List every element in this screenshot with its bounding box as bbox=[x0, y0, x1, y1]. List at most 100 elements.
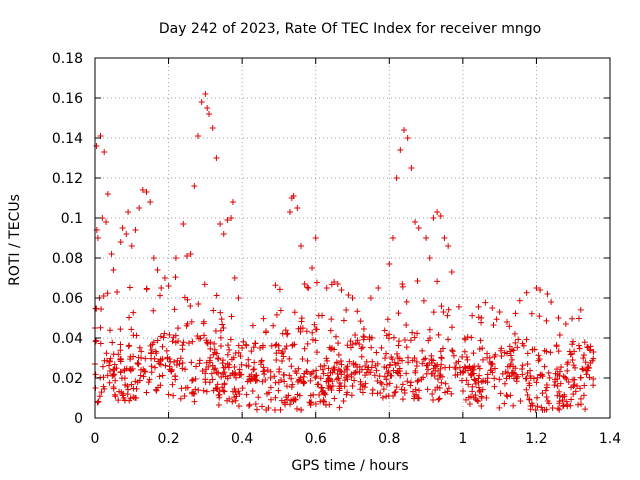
data-point bbox=[325, 365, 332, 372]
data-point bbox=[359, 389, 366, 396]
data-point bbox=[239, 345, 246, 352]
data-point bbox=[288, 363, 295, 370]
data-point bbox=[397, 372, 404, 379]
data-point bbox=[386, 335, 393, 342]
data-point bbox=[323, 355, 330, 362]
data-point bbox=[265, 389, 272, 396]
data-point bbox=[276, 368, 283, 375]
data-point bbox=[136, 377, 143, 384]
data-point bbox=[290, 193, 297, 199]
data-point bbox=[398, 386, 405, 393]
data-point bbox=[150, 339, 157, 346]
data-point bbox=[294, 391, 301, 398]
data-point bbox=[111, 361, 118, 368]
data-point bbox=[312, 337, 319, 344]
data-point bbox=[511, 330, 518, 337]
data-point bbox=[215, 355, 222, 362]
data-point bbox=[272, 342, 279, 349]
data-point bbox=[407, 337, 414, 344]
data-point bbox=[217, 334, 224, 341]
data-point bbox=[324, 372, 331, 379]
data-point bbox=[328, 316, 335, 323]
data-point bbox=[435, 331, 442, 338]
data-point bbox=[533, 285, 540, 291]
data-point bbox=[245, 356, 252, 363]
data-point bbox=[423, 362, 430, 369]
data-point bbox=[545, 369, 552, 376]
data-point bbox=[452, 372, 459, 379]
data-point bbox=[489, 305, 496, 311]
data-point bbox=[535, 352, 542, 359]
data-point bbox=[159, 343, 166, 350]
data-point bbox=[570, 391, 577, 398]
data-point bbox=[310, 391, 317, 398]
x-tick-labels: 0 0.2 0.4 0.6 0.8 1 1.2 1.4 bbox=[91, 431, 622, 447]
data-point bbox=[157, 333, 164, 340]
data-point bbox=[207, 345, 214, 352]
data-point bbox=[476, 372, 483, 379]
data-point bbox=[211, 340, 218, 347]
data-point bbox=[477, 337, 484, 344]
data-point bbox=[193, 363, 200, 370]
data-point bbox=[229, 199, 236, 205]
data-point bbox=[484, 371, 491, 378]
data-point bbox=[202, 91, 209, 97]
data-point bbox=[412, 219, 419, 225]
data-point bbox=[345, 291, 352, 298]
data-point bbox=[233, 374, 240, 381]
data-point bbox=[101, 149, 108, 155]
data-point bbox=[491, 365, 498, 372]
data-point bbox=[460, 388, 467, 395]
data-point bbox=[431, 372, 438, 379]
data-point bbox=[298, 407, 305, 413]
data-point bbox=[213, 155, 220, 161]
data-point bbox=[132, 227, 139, 233]
data-point bbox=[543, 394, 550, 401]
data-point bbox=[157, 382, 164, 389]
x-tick-label: 0.4 bbox=[231, 431, 253, 447]
data-point bbox=[326, 376, 333, 383]
data-point bbox=[401, 127, 407, 133]
data-point bbox=[235, 388, 242, 395]
data-point bbox=[286, 355, 293, 362]
data-point bbox=[259, 342, 266, 349]
data-point bbox=[497, 347, 504, 354]
data-point bbox=[378, 344, 385, 351]
data-point bbox=[207, 339, 214, 346]
data-point bbox=[384, 370, 391, 377]
data-point bbox=[498, 353, 505, 360]
data-point bbox=[148, 349, 155, 356]
data-point bbox=[516, 297, 523, 304]
data-point bbox=[570, 383, 577, 390]
data-point bbox=[507, 352, 514, 359]
data-point bbox=[411, 355, 418, 362]
data-point bbox=[336, 367, 343, 374]
data-point bbox=[357, 318, 364, 325]
data-point bbox=[464, 356, 471, 363]
data-point bbox=[253, 406, 260, 413]
data-point bbox=[226, 346, 233, 353]
data-point bbox=[313, 326, 320, 333]
y-tick-label: 0.04 bbox=[52, 331, 83, 347]
data-point bbox=[554, 392, 561, 399]
data-point bbox=[110, 371, 117, 378]
data-point bbox=[496, 376, 503, 383]
data-point bbox=[429, 391, 436, 398]
data-point bbox=[585, 364, 592, 371]
data-point bbox=[203, 366, 210, 373]
data-point bbox=[469, 312, 476, 319]
data-point bbox=[547, 349, 554, 356]
data-point bbox=[157, 356, 164, 363]
data-point bbox=[128, 381, 135, 388]
data-point bbox=[126, 342, 133, 349]
data-point bbox=[426, 326, 433, 333]
data-point bbox=[245, 402, 252, 409]
data-point bbox=[567, 402, 574, 409]
y-tick-label: 0.02 bbox=[52, 371, 83, 387]
data-point bbox=[444, 388, 451, 395]
data-point bbox=[569, 356, 576, 363]
data-point bbox=[195, 387, 202, 394]
data-point bbox=[278, 376, 285, 383]
data-point bbox=[399, 381, 406, 388]
data-point bbox=[170, 392, 177, 399]
